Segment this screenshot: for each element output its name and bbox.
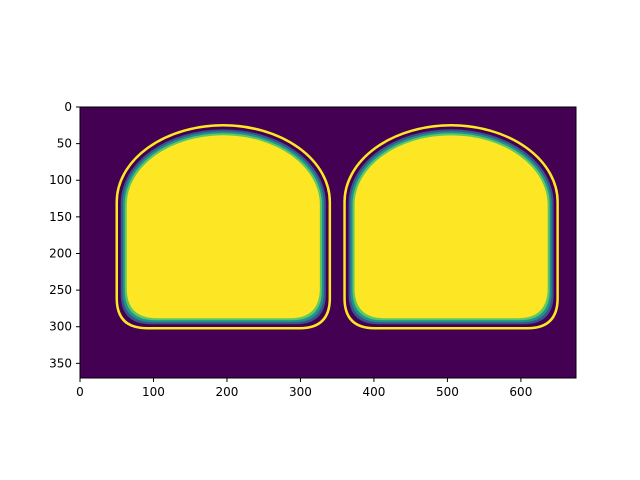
x-axis: 0 100 200 300 400 500 600 [76, 378, 532, 399]
y-tick-label: 300 [49, 320, 72, 334]
y-tick-label: 0 [64, 100, 72, 114]
region-1 [115, 124, 332, 330]
x-tick-label: 300 [289, 385, 312, 399]
x-tick-label: 500 [436, 385, 459, 399]
plot-frame [79, 106, 577, 379]
y-tick-label: 100 [49, 173, 72, 187]
region-1-contour [115, 124, 332, 330]
x-tick-label: 200 [216, 385, 239, 399]
x-tick-label: 100 [142, 385, 165, 399]
x-tick-label: 600 [509, 385, 532, 399]
region-2-core [354, 135, 548, 319]
y-tick-label: 250 [49, 283, 72, 297]
region-2-contour [343, 124, 559, 330]
y-tick-label: 200 [49, 246, 72, 260]
x-tick-label: 400 [362, 385, 385, 399]
heatmap-regions [115, 124, 559, 330]
y-tick-label: 350 [49, 356, 72, 370]
region-2 [343, 124, 559, 330]
y-axis: 0 50 100 150 200 250 300 350 [49, 100, 80, 370]
y-tick-label: 50 [57, 137, 72, 151]
y-tick-label: 150 [49, 210, 72, 224]
x-tick-label: 0 [76, 385, 84, 399]
region-1-core [126, 135, 320, 319]
